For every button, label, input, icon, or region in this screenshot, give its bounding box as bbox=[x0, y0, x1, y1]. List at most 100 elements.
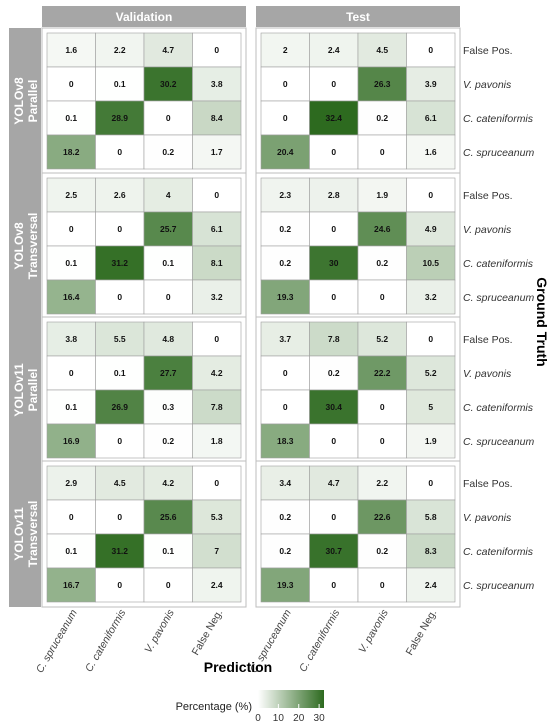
cell-value-label: 3.8 bbox=[65, 334, 77, 344]
cell-value-label: 4.7 bbox=[328, 478, 340, 488]
x-tick-label: C. cateniformis bbox=[297, 607, 343, 674]
cell-value-label: 0 bbox=[380, 436, 385, 446]
heatmap-cell bbox=[192, 321, 242, 357]
cell-value-label: 26.3 bbox=[374, 79, 391, 89]
row-strip bbox=[9, 461, 41, 607]
cell-value-label: 4.7 bbox=[162, 45, 174, 55]
heatmap-cell bbox=[143, 177, 193, 213]
cell-value-label: 1.6 bbox=[425, 147, 437, 157]
cell-value-label: 2.4 bbox=[425, 580, 437, 590]
legend-ticks: 0 10 20 30 bbox=[255, 704, 325, 724]
cell-value-label: 0.2 bbox=[279, 258, 291, 268]
cell-value-label: 0 bbox=[380, 292, 385, 302]
heatmap-cell bbox=[309, 32, 359, 68]
cell-value-label: 19.3 bbox=[277, 292, 294, 302]
cell-value-label: 30.7 bbox=[325, 546, 342, 556]
cell-value-label: 2 bbox=[283, 45, 288, 55]
x-tick-label: C. cateniformis bbox=[83, 607, 129, 674]
cell-value-label: 16.4 bbox=[63, 292, 80, 302]
cell-value-label: 22.2 bbox=[374, 368, 391, 378]
heatmap-cell bbox=[95, 32, 145, 68]
cell-value-label: 18.3 bbox=[277, 436, 294, 446]
row-strip-label: YOLOv11Parallel bbox=[12, 363, 40, 417]
column-strip-label: Test bbox=[346, 10, 370, 24]
heatmap-cell bbox=[46, 321, 96, 357]
heatmap-cell bbox=[406, 245, 456, 281]
heatmap-cell bbox=[260, 389, 310, 425]
heatmap-cell bbox=[46, 465, 96, 501]
heatmap-cell bbox=[46, 66, 96, 102]
cell-value-label: 3.2 bbox=[211, 292, 223, 302]
y-tick-label: False Pos. bbox=[463, 334, 513, 346]
x-tick-label: False Neg. bbox=[404, 608, 440, 658]
heatmap-cell bbox=[143, 66, 193, 102]
heatmap-cell bbox=[192, 389, 242, 425]
heatmap-panel: 2.5 2.6 4 0 0 0 25.7 6.1 0.1 31.2 0.1 8.1 16.4 0 0 3.2 bbox=[41, 172, 247, 320]
heatmap-cell bbox=[46, 32, 96, 68]
heatmap-cell bbox=[95, 533, 145, 569]
x-axis-title: Prediction bbox=[204, 659, 272, 675]
heatmap-cell bbox=[192, 177, 242, 213]
heatmap-cell bbox=[406, 100, 456, 136]
cell-value-label: 20.4 bbox=[277, 147, 294, 157]
heatmap-cell bbox=[260, 533, 310, 569]
y-tick-label: V. pavonis bbox=[463, 224, 512, 236]
cell-value-label: 1.8 bbox=[211, 436, 223, 446]
heatmap-cell bbox=[192, 279, 242, 315]
cell-value-label: 0 bbox=[69, 79, 74, 89]
heatmap-cell bbox=[406, 567, 456, 603]
heatmap-cell bbox=[357, 177, 407, 213]
cell-value-label: 0 bbox=[166, 580, 171, 590]
heatmap-cell bbox=[357, 465, 407, 501]
heatmap-cell bbox=[309, 355, 359, 391]
cell-value-label: 0 bbox=[380, 402, 385, 412]
cell-value-label: 0 bbox=[283, 113, 288, 123]
cell-value-label: 0 bbox=[380, 147, 385, 157]
heatmap-cell bbox=[192, 423, 242, 459]
y-axis-title: Ground Truth bbox=[534, 277, 550, 366]
cell-value-label: 32.4 bbox=[325, 113, 342, 123]
heatmap-cell bbox=[260, 100, 310, 136]
cell-value-label: 0.2 bbox=[328, 368, 340, 378]
cell-value-label: 8.3 bbox=[425, 546, 437, 556]
cell-value-label: 22.6 bbox=[374, 512, 391, 522]
heatmap-cell bbox=[143, 279, 193, 315]
heatmap-panel: 3.8 5.5 4.8 0 0 0.1 27.7 4.2 0.1 26.9 0.3 7.8 16.9 0 0… bbox=[41, 316, 247, 464]
y-tick-labels: False Pos. V. pavonis C. cateniformis C. sp… bbox=[463, 45, 534, 592]
cell-value-label: 0.2 bbox=[162, 436, 174, 446]
cell-value-label: 2.8 bbox=[328, 190, 340, 200]
heatmap-cell bbox=[406, 499, 456, 535]
cell-value-label: 0.2 bbox=[279, 224, 291, 234]
cell-value-label: 0.2 bbox=[279, 546, 291, 556]
cell-value-label: 0 bbox=[214, 190, 219, 200]
cell-value-label: 0.1 bbox=[65, 546, 77, 556]
cell-value-label: 18.2 bbox=[63, 147, 80, 157]
heatmap-cell bbox=[309, 177, 359, 213]
row-strip-label: YOLOv8Parallel bbox=[12, 77, 40, 125]
heatmap-cell bbox=[309, 423, 359, 459]
heatmap-panel: 3.7 7.8 5.2 0 0 0.2 22.2 5.2 0 30.4 0 5 18.3 0 0 1.9 bbox=[255, 316, 461, 464]
heatmap-cell bbox=[357, 533, 407, 569]
cell-value-label: 6.1 bbox=[211, 224, 223, 234]
cell-value-label: 7.8 bbox=[328, 334, 340, 344]
cell-value-label: 5.2 bbox=[425, 368, 437, 378]
heatmap-cell bbox=[95, 177, 145, 213]
heatmap-cell bbox=[95, 355, 145, 391]
cell-value-label: 3.2 bbox=[425, 292, 437, 302]
cell-value-label: 2.2 bbox=[376, 478, 388, 488]
cell-value-label: 2.2 bbox=[114, 45, 126, 55]
legend-tick-label: 20 bbox=[293, 713, 305, 724]
cell-value-label: 5.5 bbox=[114, 334, 126, 344]
heatmap-cell bbox=[192, 533, 242, 569]
cell-value-label: 26.9 bbox=[111, 402, 128, 412]
cell-value-label: 4.2 bbox=[162, 478, 174, 488]
y-tick-label: C. spruceanum bbox=[463, 292, 534, 304]
y-tick-label: C. cateniformis bbox=[463, 113, 534, 125]
cell-value-label: 2.5 bbox=[65, 190, 77, 200]
heatmap-cell bbox=[46, 423, 96, 459]
cell-value-label: 0.2 bbox=[376, 546, 388, 556]
x-tick-label: V. pavonis bbox=[356, 607, 391, 655]
cell-value-label: 27.7 bbox=[160, 368, 177, 378]
cell-value-label: 28.9 bbox=[111, 113, 128, 123]
heatmap-cell bbox=[192, 211, 242, 247]
